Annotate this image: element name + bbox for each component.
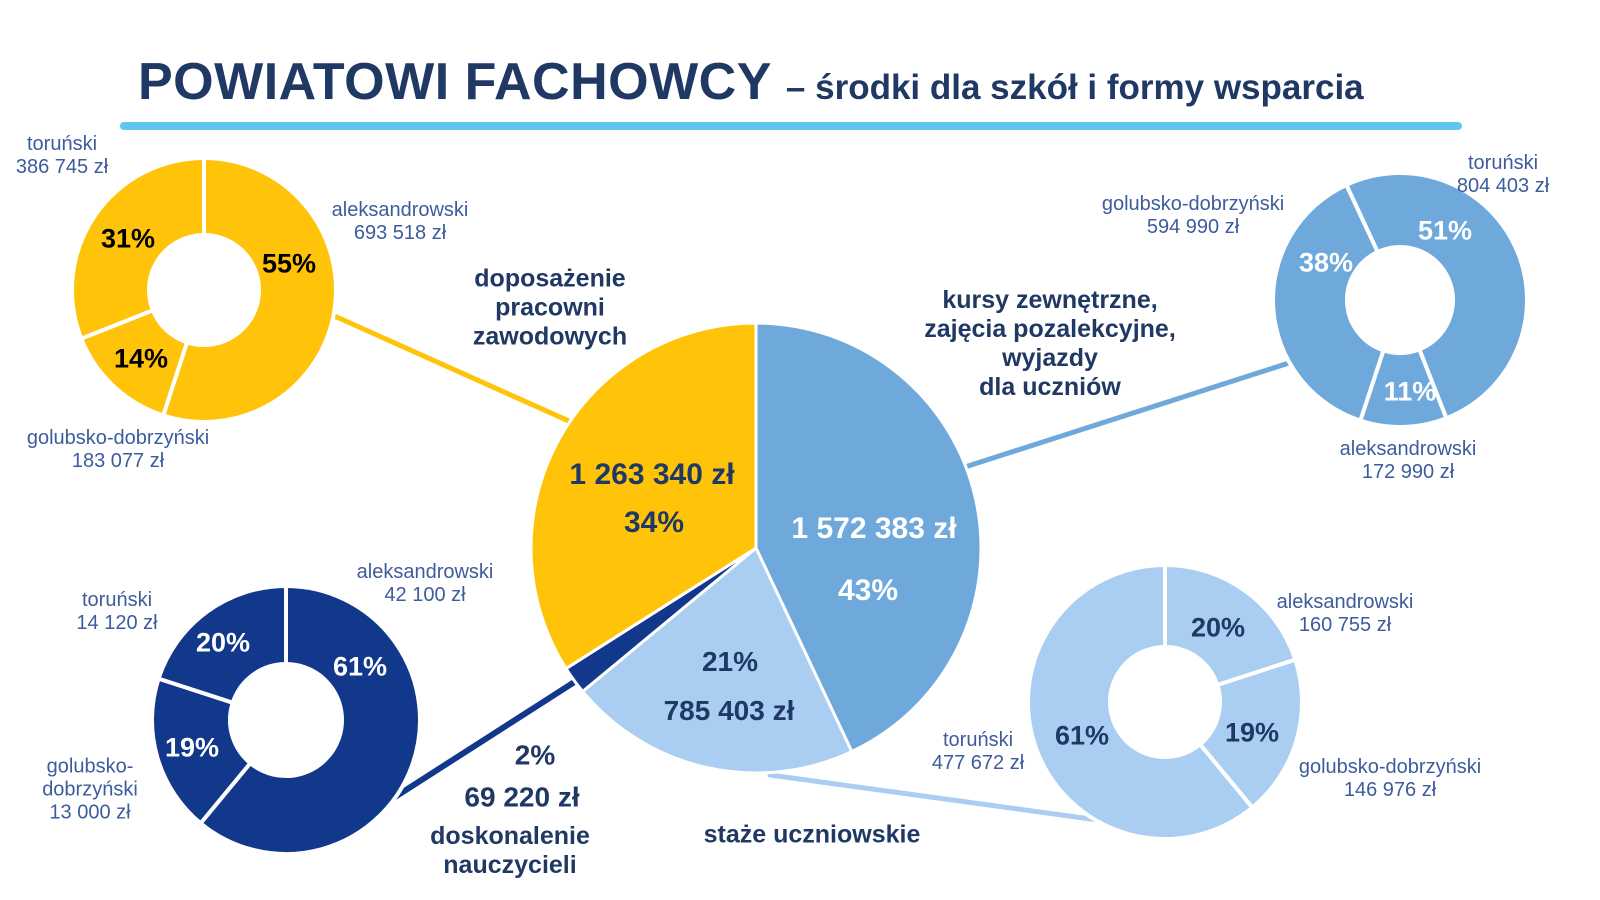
title-subtitle: – środki dla szkół i formy wsparcia: [785, 68, 1364, 107]
main-pie-amount-doposazenie: 1 263 340 zł: [569, 458, 735, 491]
doskonalenie-slice-2: [156, 584, 288, 705]
percent-kursy-aleksandrowski: 11%: [1383, 376, 1437, 407]
county-name: toruński: [942, 729, 1014, 751]
county-amount: 13 000 zł: [49, 801, 131, 824]
county-name: golubsko-dobrzyński: [26, 427, 210, 449]
kursy-chart: [1271, 170, 1529, 429]
connector-doposazenie: [327, 311, 603, 438]
percent-staze-torunski: 61%: [1054, 720, 1110, 751]
main-slice-3: [529, 321, 758, 671]
percent-doposazenie-aleksandrowski: 55%: [261, 248, 317, 279]
doskonalenie-slice-0: [198, 584, 422, 856]
heading-doposazenie: doposażenie pracowni zawodowych: [472, 264, 628, 351]
staze-chart: [1026, 563, 1304, 841]
county-name: golubsko-dobrzyński: [1101, 193, 1285, 215]
heading-doskonalenie-amount: 69 220 zł: [464, 781, 580, 813]
doposazenie-slice-2: [70, 156, 206, 341]
heading-staze: staże uczniowskie: [703, 820, 921, 849]
label-doskonalenie-torunski: toruński 14 120 zł: [76, 589, 157, 635]
main-slice-1: [581, 546, 854, 775]
label-kursy-aleksandrowski: aleksandrowski 172 990 zł: [1340, 438, 1477, 484]
percent-doskonalenie-golubsko: 19%: [164, 732, 220, 763]
county-name: aleksandrowski: [1276, 591, 1414, 613]
percent-staze-golubsko: 19%: [1224, 717, 1280, 748]
county-amount: 693 518 zł: [353, 222, 447, 244]
connector-kursy: [937, 359, 1295, 478]
county-amount: 42 100 zł: [384, 584, 466, 606]
percent-staze-aleksandrowski: 20%: [1190, 612, 1246, 643]
label-doskonalenie-aleksandrowski: aleksandrowski 42 100 zł: [357, 561, 494, 607]
title-main: POWIATOWI FACHOWCY: [138, 53, 772, 111]
doposazenie-chart: [70, 156, 338, 424]
charts-group: [70, 156, 1529, 856]
county-amount: 804 403 zł: [1456, 175, 1550, 197]
doskonalenie-chart: [150, 584, 422, 856]
county-amount: 477 672 zł: [931, 752, 1025, 774]
main-chart: [529, 321, 983, 775]
county-amount: 146 976 zł: [1343, 779, 1437, 801]
county-name: toruński: [26, 133, 98, 155]
county-name: golubsko-dobrzyński: [1298, 756, 1482, 778]
county-name: toruński: [81, 589, 153, 611]
main-pie-amount-staze: 785 403 zł: [663, 695, 795, 726]
label-doposazenie-aleksandrowski: aleksandrowski 693 518 zł: [332, 199, 469, 245]
percent-doposazenie-torunski: 31%: [100, 223, 156, 254]
heading-kursy: kursy zewnętrzne, zajęcia pozalekcyjne, …: [924, 286, 1176, 401]
main-pie-percent-doposazenie: 34%: [623, 506, 685, 539]
label-kursy-torunski: toruński 804 403 zł: [1457, 152, 1549, 198]
percent-doskonalenie-aleksandrowski: 61%: [332, 651, 388, 682]
county-amount: 386 745 zł: [15, 156, 109, 178]
kursy-slice-0: [1344, 170, 1529, 421]
label-doposazenie-torunski: toruński 386 745 zł: [16, 133, 108, 179]
county-name: aleksandrowski: [331, 199, 469, 221]
main-pie-percent-staze: 21%: [701, 646, 759, 677]
kursy-slice-2: [1271, 182, 1386, 423]
connector-staze: [767, 772, 1101, 823]
county-name: aleksandrowski: [1339, 438, 1477, 460]
page-title: POWIATOWI FACHOWCY – środki dla szkół i …: [138, 52, 1364, 112]
percent-doposazenie-golubsko: 14%: [113, 343, 169, 374]
doposazenie-slice-0: [161, 156, 338, 424]
label-staze-golubsko: golubsko-dobrzyński 146 976 zł: [1299, 756, 1481, 802]
doskonalenie-slice-1: [150, 676, 253, 826]
staze-slice-0: [1163, 563, 1298, 688]
main-pie-amount-kursy: 1 572 383 zł: [791, 512, 957, 545]
county-amount: 160 755 zł: [1298, 614, 1392, 636]
percent-kursy-torunski: 51%: [1417, 215, 1473, 246]
staze-slice-1: [1198, 657, 1304, 810]
connector-lines: [327, 311, 1295, 823]
label-staze-torunski: toruński 477 672 zł: [932, 729, 1024, 775]
county-amount: 172 990 zł: [1361, 461, 1455, 483]
heading-doskonalenie-percent: 2%: [514, 739, 556, 771]
doposazenie-slice-1: [79, 308, 190, 418]
label-doskonalenie-golubsko: golubsko-dobrzyński 13 000 zł: [25, 756, 155, 825]
title-underline: [120, 122, 1462, 130]
county-name: toruński: [1467, 152, 1539, 174]
percent-kursy-golubsko: 38%: [1298, 247, 1354, 278]
county-name: golubsko-dobrzyński: [42, 755, 138, 801]
staze-slice-2: [1026, 563, 1255, 841]
label-kursy-golubsko: golubsko-dobrzyński 594 990 zł: [1102, 193, 1284, 239]
county-amount: 183 077 zł: [71, 450, 165, 472]
label-doposazenie-golubsko: golubsko-dobrzyński 183 077 zł: [27, 427, 209, 473]
percent-doskonalenie-torunski: 20%: [195, 627, 251, 658]
main-slice-0: [754, 321, 983, 754]
county-amount: 14 120 zł: [76, 612, 158, 634]
main-pie-percent-kursy: 43%: [837, 574, 899, 607]
heading-doskonalenie: doskonalenie nauczycieli: [430, 822, 590, 879]
label-staze-aleksandrowski: aleksandrowski 160 755 zł: [1277, 591, 1414, 637]
county-amount: 594 990 zł: [1146, 216, 1240, 238]
county-name: aleksandrowski: [356, 561, 494, 583]
